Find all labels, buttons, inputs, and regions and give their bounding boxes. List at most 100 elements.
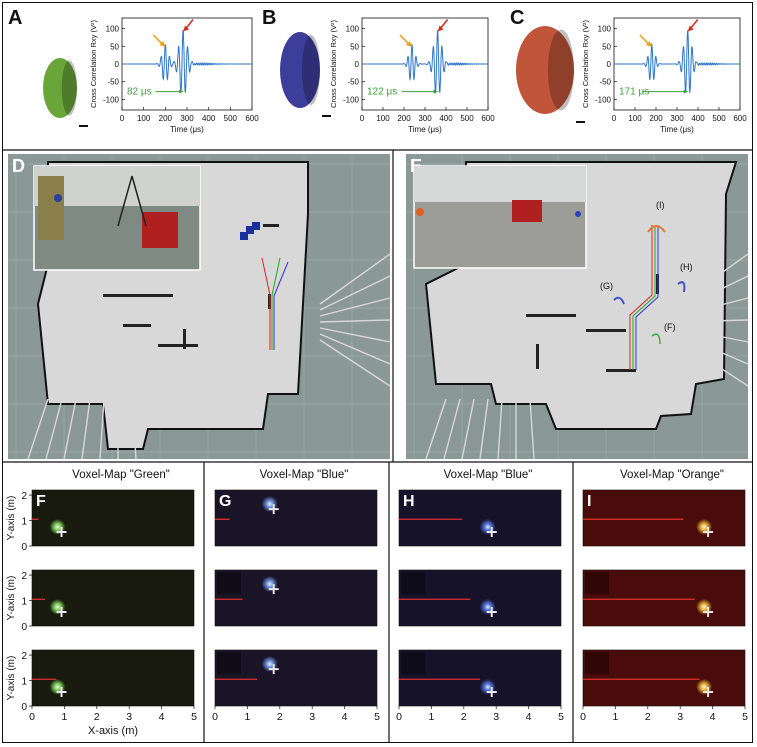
- y-tick-label: 1: [21, 517, 27, 528]
- y-tick-label: 50: [602, 42, 611, 51]
- green-object-arc: [651, 333, 661, 345]
- blue-object-arc: [677, 281, 686, 293]
- x-tick-label: 300: [670, 114, 684, 123]
- first-echo-arrowhead: [645, 41, 652, 48]
- voxel-x-axis: 0 1 2 3 4 5: [396, 706, 564, 723]
- laser-ray: [99, 398, 105, 460]
- laser-ray: [677, 333, 749, 365]
- laser-ray: [319, 275, 391, 311]
- x-tick-label: 200: [159, 114, 173, 123]
- x-tick-label: 300: [418, 114, 432, 123]
- y-tick-label: -100: [103, 95, 120, 104]
- laser-ray: [319, 297, 391, 317]
- map-obstacle: [183, 329, 186, 349]
- voxel-map-image: [582, 569, 746, 627]
- y-tick-label: -100: [343, 95, 360, 104]
- photo-robot: [512, 200, 542, 222]
- first-echo-arrowhead: [405, 41, 412, 48]
- panel-letter: D: [12, 156, 25, 176]
- voxel-x-axis: 0 1 2 3 4 5 X-axis (m): [29, 706, 197, 737]
- time-delay-label: 122 μs: [367, 87, 397, 98]
- y-tick-label: 1: [21, 597, 27, 608]
- photo-robot: [142, 212, 178, 248]
- map-obstacle: [103, 294, 173, 297]
- robot-trajectory: [635, 227, 659, 370]
- y-tick-label: -100: [595, 95, 612, 104]
- panel-letter: G: [219, 493, 231, 510]
- x-tick-label: 4: [526, 711, 532, 723]
- object-label: (G): [600, 281, 613, 291]
- x-tick-label: 4: [710, 711, 716, 723]
- laser-ray: [497, 398, 503, 460]
- x-axis-label: X-axis (m): [88, 725, 138, 737]
- second-echo-arrowhead: [437, 25, 444, 32]
- y-axis-label: Cross Correlation Rxy (V²): [329, 20, 338, 108]
- laser-ray: [677, 253, 749, 305]
- voxel-map-image: [582, 649, 746, 707]
- voxel-map-image: [31, 489, 195, 547]
- photo-tripod: [131, 175, 147, 227]
- second-echo-arrowhead: [183, 25, 190, 32]
- y-tick-label: 0: [607, 60, 612, 69]
- robot-trajectory: [273, 261, 289, 350]
- x-tick-label: 400: [439, 114, 453, 123]
- voxel-panel-i: Voxel-Map "Orange" I: [582, 469, 746, 707]
- laser-ray: [63, 398, 77, 460]
- blue-object-voxel: [240, 232, 248, 240]
- x-axis-label: Time (μs): [408, 125, 442, 134]
- x-tick-label: 100: [628, 114, 642, 123]
- shell-shading: [302, 35, 320, 105]
- voxel-map-image: [582, 489, 746, 547]
- x-tick-label: 0: [212, 711, 218, 723]
- x-tick-label: 1: [428, 711, 434, 723]
- robot-trajectory: [632, 226, 656, 370]
- x-tick-label: 2: [461, 711, 467, 723]
- y-axis-label: Y-axis (m): [6, 496, 17, 541]
- correlation-signal: [362, 30, 488, 95]
- voxel-map-shadow: [585, 572, 609, 594]
- laser-ray: [443, 398, 461, 460]
- y-axis-label: Cross Correlation Rxy (V²): [581, 20, 590, 108]
- robot-trajectory: [629, 225, 653, 370]
- laser-ray: [45, 398, 63, 460]
- y-tick-label: -50: [347, 78, 359, 87]
- y-tick-label: 100: [346, 25, 360, 34]
- panel-letter: F: [36, 493, 46, 510]
- x-tick-label: 4: [342, 711, 348, 723]
- voxel-panel-g: Voxel-Map "Blue" G: [214, 469, 378, 707]
- blue-object-arc: [613, 296, 625, 305]
- object-label: (F): [664, 322, 676, 332]
- map-obstacle: [606, 369, 636, 372]
- second-echo-arrowhead: [687, 25, 694, 32]
- voxel-map-shadow: [217, 572, 241, 594]
- laser-ray: [425, 398, 447, 460]
- first-echo-arrowhead: [159, 41, 166, 48]
- x-tick-label: 500: [460, 114, 474, 123]
- time-delay-label: 171 μs: [619, 87, 649, 98]
- laser-ray: [319, 339, 391, 387]
- time-delay-label: 82 μs: [127, 87, 152, 98]
- x-axis-label: Time (μs): [660, 125, 694, 134]
- x-tick-label: 600: [733, 114, 747, 123]
- object-label: (H): [680, 262, 693, 272]
- time-delay-arrowhead: [433, 89, 438, 94]
- y-tick-label: 0: [355, 60, 360, 69]
- shell-image: [43, 58, 77, 118]
- laser-ray: [27, 398, 49, 460]
- x-tick-label: 1: [612, 711, 618, 723]
- x-tick-label: 0: [120, 114, 125, 123]
- laser-ray: [81, 398, 91, 460]
- x-tick-label: 5: [558, 711, 564, 723]
- voxel-map-shadow: [585, 652, 609, 674]
- map-obstacle: [123, 324, 151, 327]
- voxel-map-title: Voxel-Map "Blue": [444, 469, 533, 481]
- x-tick-label: 2: [645, 711, 651, 723]
- map-obstacle: [158, 344, 198, 347]
- voxel-map-title: Voxel-Map "Orange": [620, 469, 724, 481]
- blue-object-voxel: [252, 222, 260, 230]
- shell-image: [280, 32, 320, 108]
